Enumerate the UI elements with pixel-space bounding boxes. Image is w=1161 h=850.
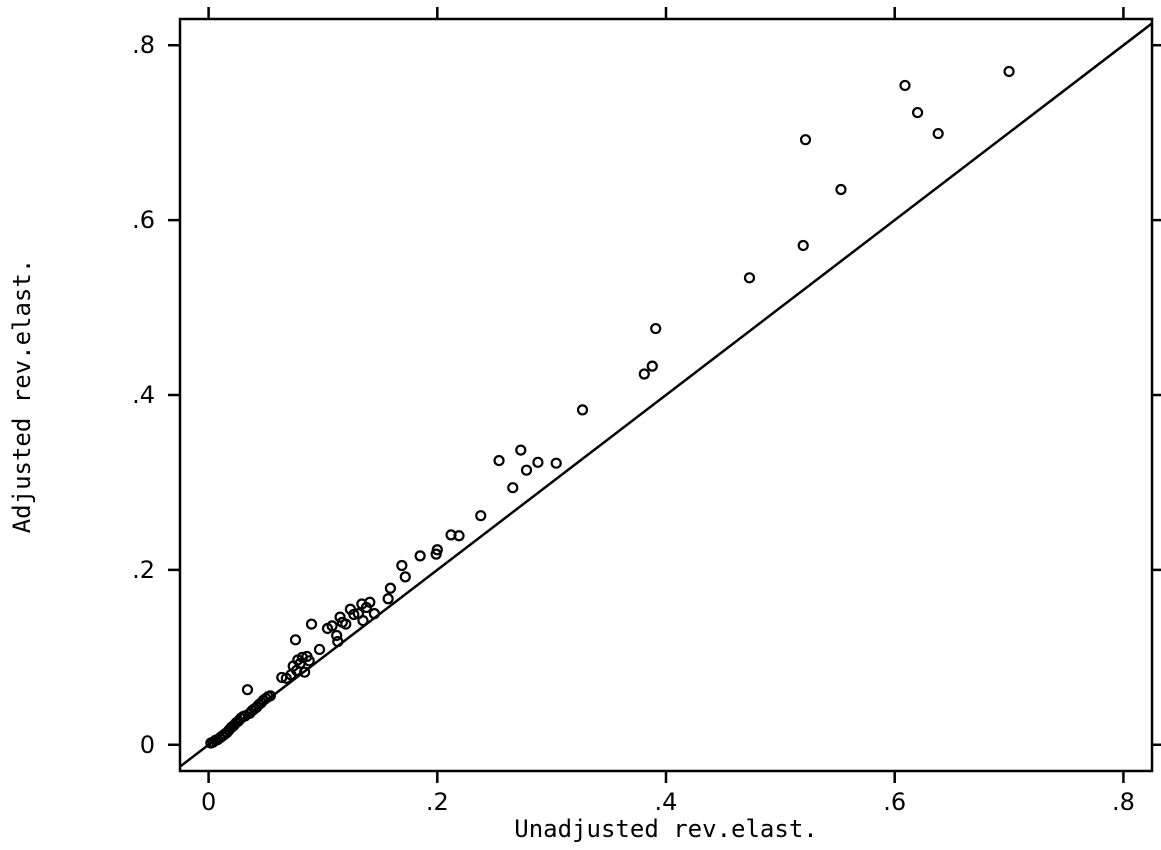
data-point <box>550 457 562 469</box>
data-point <box>357 614 369 627</box>
data-point <box>414 550 426 562</box>
x-axis-title: Unadjusted rev.elast. <box>514 815 817 843</box>
data-point <box>1003 65 1015 78</box>
data-point <box>650 322 662 335</box>
data-point <box>264 690 276 702</box>
data-point <box>646 360 658 372</box>
data-point <box>911 106 924 119</box>
data-point <box>331 629 343 642</box>
points-layer <box>205 65 1015 749</box>
reference-line <box>179 22 1153 768</box>
data-point <box>384 582 397 594</box>
data-point <box>797 239 809 252</box>
data-point <box>326 620 338 632</box>
data-point <box>493 454 505 467</box>
x-tick-label: .8 <box>1112 788 1135 816</box>
x-tick-label: .6 <box>883 788 906 816</box>
data-point <box>431 544 443 556</box>
reference-line-layer <box>179 22 1153 768</box>
x-tick-label: 0 <box>201 788 216 816</box>
data-point <box>396 559 408 572</box>
data-point <box>475 510 487 522</box>
data-point <box>305 618 318 630</box>
data-point <box>241 684 254 696</box>
ticks-layer: 0 .2 .4 .6 .8 0 .2 .4 .6 .8 <box>132 7 1161 816</box>
x-tick-label: .2 <box>426 788 449 816</box>
y-tick-label: 0 <box>140 731 155 759</box>
data-point <box>340 618 352 630</box>
data-point <box>368 608 380 620</box>
data-point <box>743 272 756 284</box>
data-point <box>799 134 812 146</box>
data-point <box>932 127 944 140</box>
x-tick-label: .4 <box>655 788 678 816</box>
data-point <box>332 635 344 648</box>
data-point <box>364 596 376 608</box>
data-point <box>576 404 589 416</box>
data-point <box>899 79 911 92</box>
data-point <box>303 655 315 667</box>
data-point <box>638 368 650 380</box>
data-point <box>532 456 544 468</box>
data-point <box>835 183 847 196</box>
data-point <box>399 571 411 583</box>
data-point <box>453 530 465 542</box>
data-point <box>299 666 311 678</box>
y-tick-label: .8 <box>132 31 155 59</box>
data-point <box>515 444 527 456</box>
y-tick-label: .6 <box>132 206 155 234</box>
data-point <box>507 482 519 494</box>
data-point <box>382 593 394 605</box>
data-point <box>334 611 346 623</box>
data-point <box>313 643 326 656</box>
y-tick-label: .4 <box>132 381 155 409</box>
y-tick-label: .2 <box>132 556 155 584</box>
data-point <box>348 608 360 621</box>
data-point <box>289 634 302 646</box>
data-point <box>520 464 533 476</box>
y-axis-title: Adjusted rev.elast. <box>8 259 36 534</box>
